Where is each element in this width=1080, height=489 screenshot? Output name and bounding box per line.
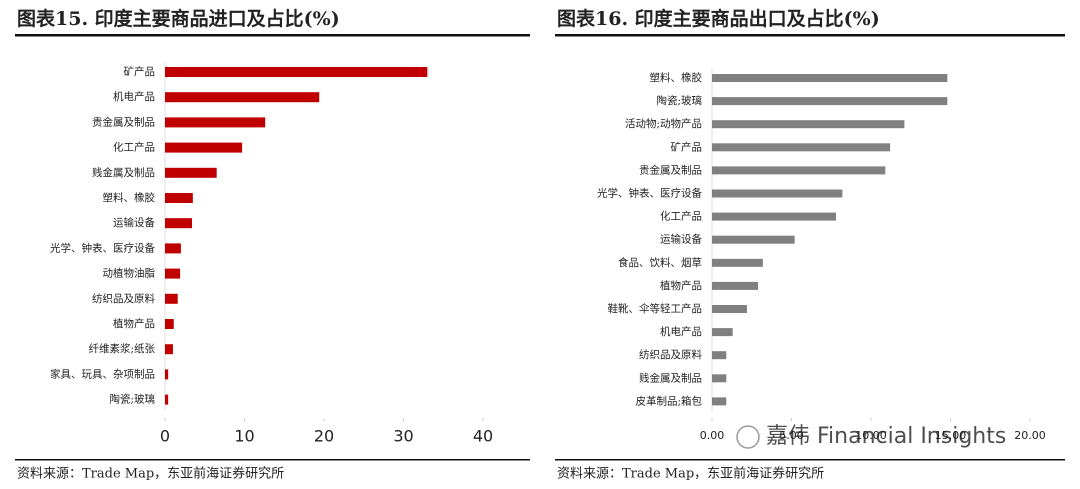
x-tick-label: 20.00 [1014,429,1046,442]
y-tick-label: 贵金属及制品 [92,115,155,128]
x-tick-label: 30 [393,427,413,446]
bar [712,397,727,406]
bar [165,293,178,304]
source: 资料来源：Trade Map，东亚前海证券研究所 [557,466,824,482]
y-tick-label: 机电产品 [660,325,702,338]
watermark-icon [736,425,760,449]
y-tick-label: 化工产品 [113,141,155,154]
bar [712,97,948,106]
title-rule [15,34,530,37]
y-tick-label: 家具、玩具、杂项制品 [50,367,155,380]
bar [712,235,795,244]
x-tick-label: 10 [234,427,254,446]
y-tick-label: 矿产品 [124,65,156,78]
bar [165,193,193,203]
y-tick-label: 植物产品 [113,317,155,330]
bar [165,369,169,380]
bar [165,218,193,229]
bar [712,74,948,82]
y-tick-label: 光学、钟表、医疗设备 [50,241,155,254]
y-tick-label: 机电产品 [113,90,155,103]
y-tick-label: 食品、饮料、烟草 [618,256,702,269]
y-tick-label: 陶瓷;玻璃 [109,393,155,406]
bar [165,142,243,153]
bar [712,328,733,337]
y-tick-label: 活动物;动物产品 [625,117,702,130]
bar [712,281,759,290]
source-rule [555,459,1065,461]
source-rule [15,459,530,461]
bar [712,258,763,267]
y-tick-label: 贵金属及制品 [639,163,702,176]
x-tick-label: 15.00 [935,429,967,442]
y-tick-label: 植物产品 [660,279,702,292]
bar [165,268,181,279]
bar [712,374,727,383]
bar [712,305,747,313]
title-rule [555,34,1065,37]
y-tick-label: 矿产品 [671,140,703,153]
bar [712,120,905,129]
y-tick-label: 光学、钟表、医疗设备 [597,187,702,200]
y-tick-label: 鞋靴、伞等轻工产品 [608,302,703,315]
bar [165,167,217,178]
bar [165,394,169,405]
y-tick-label: 皮革制品;箱包 [635,394,702,407]
x-tick-label: 5.00 [779,429,804,442]
y-tick-label: 贱金属及制品 [639,371,702,384]
y-tick-label: 塑料、橡胶 [103,191,156,204]
y-tick-label: 运输设备 [660,233,702,246]
y-tick-label: 纺织品及原料 [639,348,702,361]
x-tick-label: 0.00 [700,429,725,442]
source: 资料来源：Trade Map，东亚前海证券研究所 [17,466,284,482]
x-tick-label: 40 [473,427,493,446]
bar [165,344,173,355]
y-tick-label: 陶瓷;玻璃 [656,94,702,107]
bar [165,92,320,103]
bar [712,166,886,175]
bar [165,117,266,128]
bar [712,351,727,360]
bar [712,189,843,198]
y-tick-label: 运输设备 [113,216,155,229]
y-tick-label: 纺织品及原料 [92,292,155,305]
y-tick-label: 动植物油脂 [103,267,156,280]
y-tick-label: 塑料、橡胶 [650,71,703,84]
bar [165,243,181,254]
bar [712,212,837,221]
watermark: 嘉伟 Financial Insights [766,424,1006,449]
y-tick-label: 纤维素浆;纸张 [88,342,155,355]
x-tick-label: 20 [314,427,334,446]
chart-title: 图表16. 印度主要商品出口及占比(%) [557,7,880,30]
y-tick-label: 贱金属及制品 [92,166,155,179]
x-tick-label: 0 [160,427,170,446]
x-tick-label: 10.00 [855,429,887,442]
bar [712,143,891,152]
bar [165,319,174,329]
bar [165,67,428,77]
y-tick-label: 化工产品 [660,210,702,223]
chart-title: 图表15. 印度主要商品进口及占比(%) [17,7,340,30]
